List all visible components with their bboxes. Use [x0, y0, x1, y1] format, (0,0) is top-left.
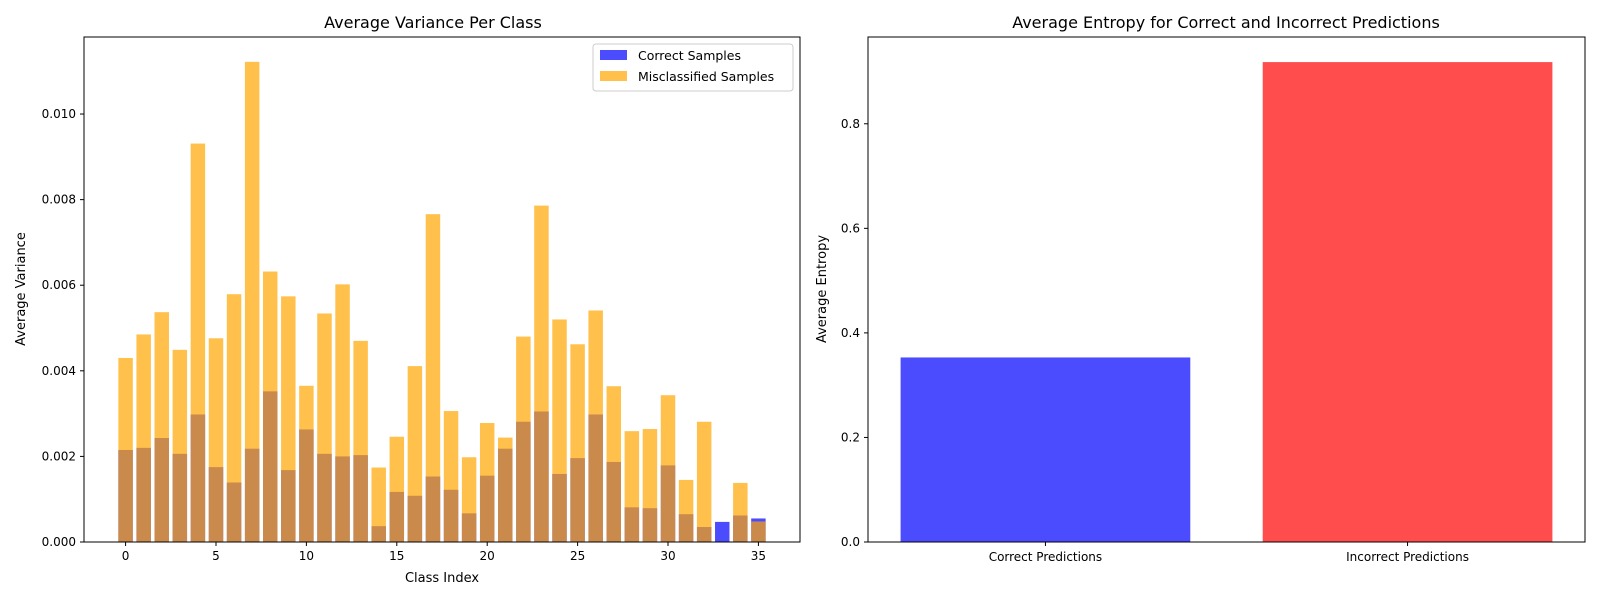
x-axis-ticks: 0 5 10 15 20 25 30 35	[122, 542, 766, 563]
x-tick-label: 10	[299, 549, 314, 563]
bar-misclassified-27	[606, 386, 621, 542]
entropy-y-tick-label: 0.4	[841, 326, 860, 340]
variance-plot-frame	[83, 36, 801, 543]
bar-misclassified-14	[371, 467, 386, 542]
bar-misclassified-7	[244, 61, 260, 542]
bar-misclassified-3	[172, 349, 188, 542]
variance-chart: Average Variance Per Class 0 5 10 15 20 25 30 3…	[14, 13, 801, 586]
x-tick-label: 15	[389, 549, 404, 563]
bar-misclassified-24	[552, 319, 567, 542]
legend-label-correct: Correct Samples	[638, 48, 741, 63]
bar-misclassified-30	[660, 395, 676, 542]
entropy-y-tick-label: 0.6	[841, 221, 860, 235]
legend-label-misclassified: Misclassified Samples	[638, 69, 774, 84]
bar-misclassified-25	[570, 344, 585, 542]
entropy-x-axis-ticks: Correct Predictions Incorrect Predictions	[989, 542, 1469, 564]
legend-box	[592, 43, 794, 92]
entropy-chart-title: Average Entropy for Correct and Incorrec…	[1012, 13, 1440, 32]
bar-misclassified-28	[624, 431, 640, 542]
entropy-plot-frame	[867, 36, 1586, 543]
entropy-x-tick-label: Correct Predictions	[989, 550, 1102, 564]
bar-misclassified-17	[425, 214, 441, 542]
bar-misclassified-35	[751, 521, 766, 542]
bar-misclassified-31	[678, 479, 694, 542]
bar-correct-33	[715, 521, 730, 542]
variance-x-axis-label: Class Index	[405, 571, 479, 586]
x-tick-label: 25	[570, 549, 585, 563]
bar-misclassified-16	[407, 366, 423, 542]
bar-misclassified-18	[443, 411, 459, 542]
y-tick-label: 0.008	[42, 193, 76, 207]
x-tick-label: 35	[751, 549, 766, 563]
legend-swatch-correct	[600, 50, 627, 60]
variance-y-axis-label: Average Variance	[14, 232, 29, 346]
bar-misclassified-29	[642, 429, 658, 542]
bar-misclassified-10	[299, 385, 314, 542]
bar-misclassified-5	[208, 338, 224, 542]
bar-misclassified-22	[516, 336, 531, 542]
entropy-y-tick-label: 0.2	[841, 430, 860, 444]
legend: Correct Samples Misclassified Samples	[592, 43, 794, 92]
entropy-bar-0	[900, 357, 1191, 542]
bar-misclassified-26	[588, 310, 603, 542]
y-tick-label: 0.000	[42, 535, 76, 549]
entropy-y-tick-label: 0.8	[841, 117, 860, 131]
y-tick-label: 0.004	[42, 364, 76, 378]
bar-misclassified-6	[226, 294, 242, 542]
x-tick-label: 5	[212, 549, 220, 563]
bar-misclassified-21	[498, 437, 513, 542]
bar-misclassified-32	[696, 421, 712, 542]
entropy-y-axis-label: Average Entropy	[815, 235, 830, 343]
misclassified-bars	[118, 61, 766, 542]
y-tick-label: 0.006	[42, 278, 76, 292]
bar-misclassified-0	[118, 357, 133, 542]
entropy-chart: Average Entropy for Correct and Incorrec…	[815, 13, 1586, 564]
bar-misclassified-9	[281, 296, 296, 542]
x-tick-label: 20	[480, 549, 495, 563]
bar-misclassified-19	[461, 457, 477, 542]
x-tick-label: 0	[122, 549, 130, 563]
entropy-y-tick-label: 0.0	[841, 535, 860, 549]
bar-misclassified-11	[317, 313, 332, 542]
bar-misclassified-13	[353, 340, 368, 542]
variance-chart-title: Average Variance Per Class	[324, 13, 542, 32]
y-tick-label: 0.002	[42, 449, 76, 463]
bar-misclassified-15	[389, 436, 405, 542]
bar-misclassified-12	[335, 284, 350, 542]
x-tick-label: 30	[660, 549, 675, 563]
bar-misclassified-23	[534, 205, 549, 542]
bar-misclassified-34	[733, 482, 748, 542]
bar-misclassified-1	[136, 334, 151, 542]
y-tick-label: 0.010	[42, 107, 76, 121]
entropy-bar-1	[1262, 62, 1553, 543]
entropy-bars	[900, 62, 1553, 543]
bar-misclassified-8	[263, 271, 278, 542]
bar-misclassified-20	[479, 423, 495, 542]
entropy-y-axis-ticks: 0.0 0.2 0.4 0.6 0.8	[841, 117, 868, 549]
bar-misclassified-2	[154, 312, 169, 542]
y-axis-ticks: 0.000 0.002 0.004 0.006 0.008 0.010	[42, 107, 84, 549]
legend-swatch-misclassified	[600, 71, 627, 81]
bar-misclassified-4	[190, 143, 206, 542]
entropy-x-tick-label: Incorrect Predictions	[1346, 550, 1469, 564]
